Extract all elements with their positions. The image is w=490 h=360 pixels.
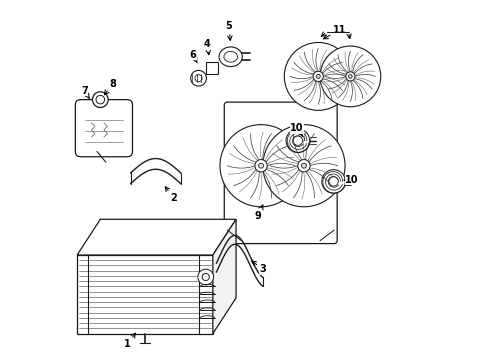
Circle shape bbox=[220, 125, 302, 207]
Circle shape bbox=[322, 170, 345, 193]
Circle shape bbox=[263, 125, 345, 207]
Text: 10: 10 bbox=[290, 123, 303, 136]
FancyBboxPatch shape bbox=[75, 100, 132, 157]
Circle shape bbox=[348, 75, 352, 78]
Polygon shape bbox=[77, 255, 213, 334]
Text: 1: 1 bbox=[124, 333, 135, 349]
Circle shape bbox=[93, 92, 108, 108]
Circle shape bbox=[329, 177, 338, 186]
Circle shape bbox=[320, 46, 381, 107]
Text: 7: 7 bbox=[81, 86, 90, 99]
Polygon shape bbox=[213, 219, 236, 334]
Text: 5: 5 bbox=[225, 21, 232, 40]
Text: 3: 3 bbox=[252, 261, 266, 274]
Polygon shape bbox=[206, 62, 218, 73]
Circle shape bbox=[198, 269, 214, 285]
Circle shape bbox=[293, 136, 302, 145]
Circle shape bbox=[284, 42, 352, 111]
Circle shape bbox=[298, 159, 310, 172]
Circle shape bbox=[255, 159, 267, 172]
Text: 4: 4 bbox=[204, 39, 211, 55]
Circle shape bbox=[202, 274, 209, 280]
FancyBboxPatch shape bbox=[224, 102, 337, 244]
Circle shape bbox=[259, 163, 264, 168]
Text: 11: 11 bbox=[323, 25, 346, 39]
Circle shape bbox=[195, 75, 202, 82]
Text: 8: 8 bbox=[104, 78, 116, 95]
Circle shape bbox=[301, 163, 306, 168]
Circle shape bbox=[286, 129, 310, 153]
Text: 2: 2 bbox=[165, 187, 177, 203]
Circle shape bbox=[313, 71, 323, 81]
Polygon shape bbox=[77, 219, 236, 255]
Circle shape bbox=[191, 70, 206, 86]
Circle shape bbox=[96, 95, 104, 104]
Circle shape bbox=[316, 75, 320, 78]
Text: 6: 6 bbox=[190, 50, 197, 63]
Circle shape bbox=[346, 72, 355, 81]
Text: 10: 10 bbox=[344, 175, 359, 185]
Text: 9: 9 bbox=[254, 205, 263, 221]
